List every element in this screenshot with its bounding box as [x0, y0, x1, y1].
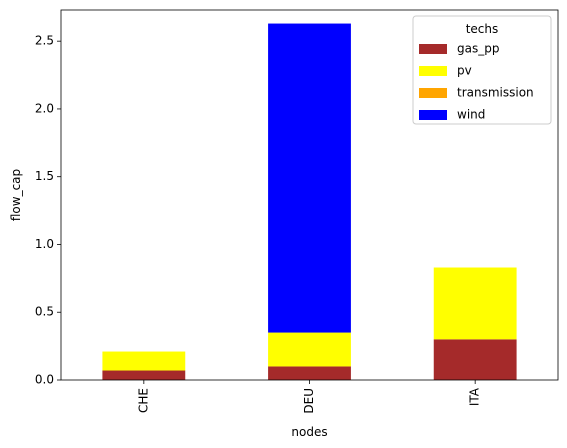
legend-swatch-pv: [419, 66, 447, 76]
legend-label-gas_pp: gas_pp: [457, 42, 499, 56]
x-axis-label: nodes: [291, 425, 327, 439]
bar-deu-gas_pp: [268, 366, 351, 380]
bar-che-pv: [102, 351, 186, 371]
legend-box: [412, 15, 552, 125]
legend-swatch-gas_pp: [419, 44, 447, 54]
legend-title: techs: [466, 22, 499, 36]
x-tick-label: ITA: [468, 387, 482, 406]
legend-label-transmission: transmission: [457, 86, 534, 100]
y-tick-label: 1.0: [35, 237, 54, 251]
x-axis-ticks: CHE DEU ITA: [136, 380, 482, 414]
bar-ita-gas_pp: [433, 339, 517, 380]
legend-label-wind: wind: [457, 108, 485, 122]
legend-swatch-transmission: [419, 88, 447, 98]
bar-ita-pv: [433, 267, 517, 340]
y-tick-label: 0.0: [35, 373, 54, 387]
legend-swatch-wind: [419, 110, 447, 120]
x-tick-label: DEU: [302, 388, 316, 414]
bar-deu-wind: [268, 23, 351, 333]
bar-che-gas_pp: [102, 370, 186, 380]
bars-layer: [102, 23, 517, 380]
y-axis-label: flow_cap: [9, 169, 23, 221]
y-axis-ticks: 0.0 0.5 1.0 1.5 2.0 2.5: [35, 34, 61, 387]
y-tick-label: 1.5: [35, 169, 54, 183]
x-tick-label: CHE: [136, 388, 150, 413]
y-tick-label: 2.0: [35, 101, 54, 115]
y-tick-label: 0.5: [35, 305, 54, 319]
y-tick-label: 2.5: [35, 34, 54, 48]
bar-deu-pv: [268, 332, 351, 367]
legend-label-pv: pv: [457, 64, 472, 78]
